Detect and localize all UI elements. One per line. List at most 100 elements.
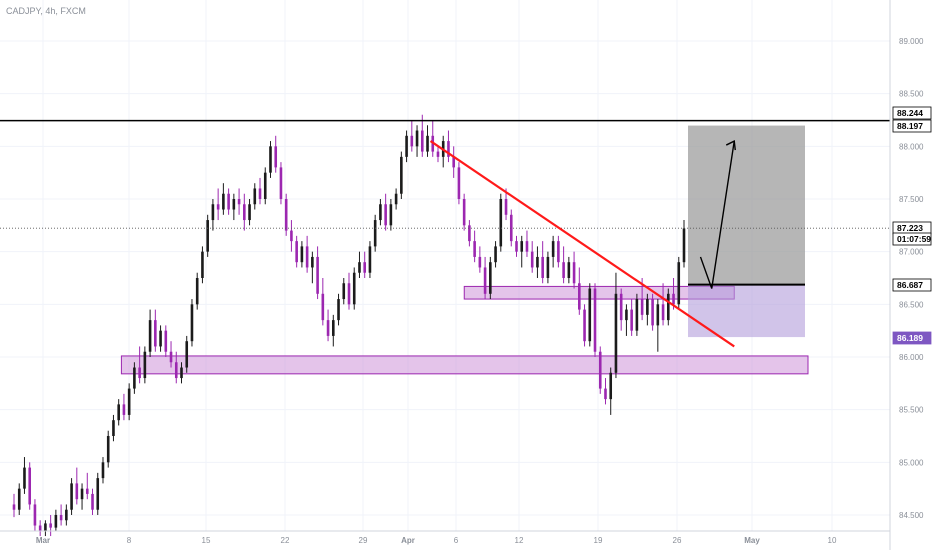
candle-body (331, 320, 335, 336)
candle-body (640, 299, 644, 315)
x-tick-label: 22 (281, 536, 290, 545)
x-tick-label: May (744, 536, 760, 545)
candle-body (478, 256, 482, 268)
candle-body (410, 135, 414, 147)
candle-body (530, 251, 534, 268)
x-tick-label: 15 (202, 536, 211, 545)
chart-title: CADJPY, 4h, FXCM (6, 6, 86, 16)
projection-arrowhead (725, 139, 736, 151)
candle-body (154, 320, 157, 347)
price-axis[interactable]: 84.500 85.000 85.500 86.000 86.500 87.000 87.5… (899, 37, 924, 520)
candle-body (468, 225, 471, 242)
support-zone-lower (120, 355, 809, 375)
candle-body (65, 509, 68, 521)
candle-body (452, 156, 455, 168)
candle-body (316, 256, 319, 294)
candle-body (206, 220, 209, 252)
candle-body (227, 193, 230, 210)
candle-body (300, 246, 304, 263)
candle-body (509, 214, 513, 242)
candle-body (44, 523, 47, 531)
candle-body (237, 198, 241, 205)
candle-body (368, 246, 372, 273)
candle-body (420, 130, 424, 152)
candle-body (646, 299, 649, 315)
candle-body (609, 372, 613, 400)
candle-body (447, 141, 450, 157)
candle-body (352, 272, 356, 305)
candle-body (515, 241, 518, 252)
candle-body (541, 256, 544, 278)
price-tag-box (892, 331, 932, 345)
candle-body (305, 246, 309, 268)
candle-body (342, 283, 346, 300)
drawings-layer (0, 119, 890, 348)
candle-body (373, 220, 377, 247)
stop-zone (688, 284, 805, 338)
candle-body (33, 504, 37, 526)
candle-body (185, 341, 189, 368)
candle-body (614, 293, 618, 373)
y-tick-label: 87.500 (899, 195, 924, 204)
candle-body (666, 293, 670, 321)
zones-layer (120, 125, 809, 375)
candle-body (169, 351, 173, 363)
y-tick-label: 86.500 (899, 300, 924, 309)
price-tag-label: 88.244 (897, 108, 923, 118)
x-tick-label: 8 (127, 536, 132, 545)
candle-body (216, 204, 220, 210)
candle-body (284, 198, 288, 231)
candle-body (143, 351, 147, 379)
candle-body (211, 204, 215, 221)
y-tick-label: 87.000 (899, 248, 924, 257)
candle-body (588, 288, 592, 342)
candle-body (384, 204, 387, 226)
candle-body (504, 198, 508, 215)
candle-body (80, 488, 84, 500)
price-tag-label: 87.223 (897, 223, 923, 233)
candle-body (604, 388, 607, 400)
candle-body (583, 309, 586, 342)
price-tag-box (892, 106, 932, 120)
candle-body (75, 483, 79, 500)
candle-body (54, 514, 58, 528)
candle-body (290, 230, 293, 242)
candle-body (551, 241, 555, 257)
candle-body (337, 299, 340, 321)
candle-body (258, 188, 262, 199)
time-axis[interactable]: Mar 8 15 22 29 Apr 6 12 19 26 May 10 (36, 536, 837, 545)
candle-body (106, 435, 110, 463)
x-tick-label: 12 (515, 536, 524, 545)
x-tick-label: 10 (828, 536, 837, 545)
candle-body (321, 293, 325, 321)
candle-body (567, 262, 571, 278)
candle-body (326, 320, 330, 336)
candle-body (473, 241, 476, 257)
candle-body (101, 462, 105, 479)
candle-body (274, 146, 278, 168)
candle-body (462, 198, 466, 226)
candle-body (190, 304, 194, 342)
candle-body (520, 241, 524, 252)
candle-body (59, 514, 63, 521)
candle-body (117, 404, 120, 421)
price-tag-box (892, 278, 932, 292)
candle-body (389, 204, 393, 226)
candle-body (426, 135, 429, 152)
candle-body (232, 198, 236, 210)
candle-body (133, 367, 136, 389)
candle-body (536, 256, 539, 268)
candle-body (483, 267, 487, 294)
candle-body (195, 277, 199, 305)
x-tick-label: 29 (359, 536, 368, 545)
candle-body (593, 288, 597, 352)
candle-body (656, 304, 660, 326)
candle-body (122, 404, 126, 415)
grid (0, 0, 890, 531)
candle-body (17, 488, 21, 510)
candle-body (248, 204, 251, 221)
projection-path (699, 140, 735, 289)
candle-body (578, 283, 581, 310)
